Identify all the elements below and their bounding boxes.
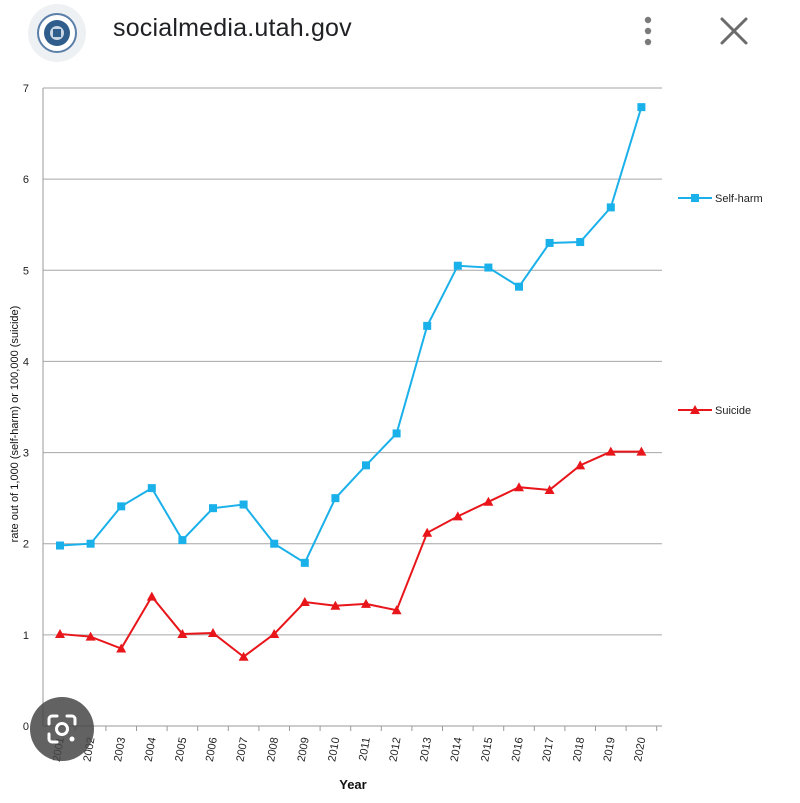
data-point: [178, 536, 187, 545]
site-url[interactable]: socialmedia.utah.gov: [113, 14, 352, 42]
data-point: [576, 238, 585, 247]
data-point: [575, 460, 586, 470]
data-point: [545, 238, 554, 247]
data-point: [544, 484, 555, 494]
x-tick-label: 2019: [602, 736, 618, 762]
x-tick-label: 2007: [234, 736, 250, 762]
data-point: [117, 502, 126, 511]
x-tick-label: 2003: [112, 736, 128, 762]
y-tick-label: 2: [23, 539, 29, 551]
x-tick-label: 2012: [387, 736, 403, 762]
x-axis-title: Year: [339, 777, 366, 792]
data-point: [56, 541, 64, 550]
x-tick-label: 2006: [204, 736, 220, 762]
data-point: [55, 628, 65, 638]
y-tick-label: 3: [23, 448, 29, 460]
data-point: [423, 321, 432, 330]
data-point: [147, 484, 156, 493]
data-point: [116, 643, 127, 653]
x-tick-label: 2017: [540, 736, 556, 762]
x-tick-label: 2015: [479, 736, 495, 762]
x-tick-label: 2018: [571, 736, 587, 762]
x-tick-label: 2014: [449, 736, 465, 762]
close-icon: [720, 17, 748, 45]
data-point: [483, 496, 494, 506]
y-tick-label: 0: [23, 721, 29, 733]
data-point: [514, 482, 524, 492]
data-point: [238, 651, 249, 661]
legend-marker: [690, 405, 700, 414]
y-axis-title: rate out of 1,000 (self-harm) or 100,000…: [9, 306, 21, 543]
legend-label: Suicide: [715, 405, 751, 417]
data-point: [300, 558, 309, 567]
y-tick-label: 1: [23, 630, 29, 642]
data-point: [453, 261, 462, 270]
data-point: [177, 628, 188, 638]
data-point: [515, 282, 523, 291]
data-point: [86, 539, 95, 548]
legend-label: Self-harm: [715, 193, 763, 205]
x-tick-label: 2004: [143, 736, 159, 762]
series-line: [59, 450, 642, 658]
data-point: [299, 597, 310, 607]
chart-series: [55, 103, 647, 661]
data-point: [146, 591, 157, 601]
y-tick-label: 5: [23, 265, 29, 277]
data-point: [270, 539, 279, 548]
more-options-button[interactable]: [630, 12, 666, 52]
data-point: [422, 527, 433, 537]
data-point: [606, 203, 615, 212]
legend-marker: [691, 194, 699, 202]
chart-legend: Self-harm Suicide: [678, 193, 763, 417]
data-point: [239, 500, 248, 509]
data-point: [330, 600, 341, 610]
x-tick-label: 2005: [173, 736, 189, 762]
data-point: [85, 631, 96, 641]
more-vert-icon: [644, 16, 652, 46]
data-point: [637, 103, 646, 112]
google-lens-button[interactable]: [30, 697, 94, 761]
x-tick-label: 2020: [632, 736, 648, 762]
close-button[interactable]: [712, 12, 756, 52]
site-seal-icon[interactable]: [28, 4, 86, 62]
google-lens-icon: [47, 714, 77, 744]
y-tick-label: 6: [23, 174, 29, 186]
data-point: [484, 263, 493, 272]
data-point: [362, 461, 370, 470]
data-point: [636, 446, 647, 456]
y-tick-label: 4: [23, 356, 29, 368]
data-point: [361, 598, 371, 608]
data-point: [269, 628, 280, 638]
x-tick-label: 2010: [326, 736, 342, 762]
data-point: [605, 446, 616, 456]
x-tick-label: 2008: [265, 736, 281, 762]
x-tick-label: 2016: [510, 736, 526, 762]
x-tick-label: 2009: [296, 736, 312, 762]
data-point: [209, 504, 217, 513]
data-point: [452, 511, 463, 521]
data-point: [391, 605, 402, 615]
y-tick-label: 7: [23, 83, 29, 95]
data-point: [392, 429, 401, 438]
y-tick-labels: 0 1 2 3 4 5 6 7: [23, 83, 29, 733]
data-point: [208, 628, 218, 638]
x-tick-labels: 2001200220032004200520062007200820092010…: [51, 726, 658, 763]
data-point: [331, 494, 340, 503]
series-line: [59, 106, 643, 565]
browser-top-bar: socialmedia.utah.gov: [0, 0, 800, 64]
chart-gridlines: [43, 87, 662, 636]
x-tick-label: 2013: [418, 736, 434, 762]
x-tick-label: 2011: [357, 736, 373, 761]
